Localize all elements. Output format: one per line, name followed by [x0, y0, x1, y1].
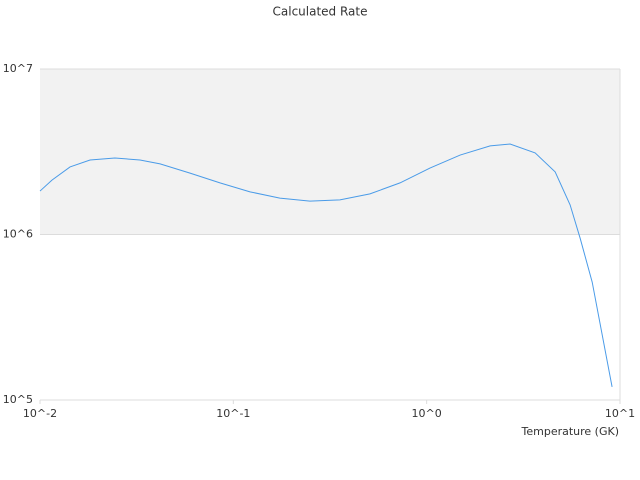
x-tick-label: 10^-1: [216, 407, 250, 420]
y-tick-label: 10^6: [3, 228, 33, 241]
y-tick-label: 10^7: [3, 62, 33, 75]
x-tick-label: 10^0: [412, 407, 442, 420]
data-line: [39, 143, 613, 387]
x-tick-label: 10^1: [605, 407, 635, 420]
y-tick-label: 10^5: [3, 393, 33, 406]
plot-band: [40, 69, 620, 235]
chart-title: Calculated Rate: [273, 5, 368, 19]
x-tick-label: 10^-2: [23, 407, 57, 420]
x-axis-label: Temperature (GK): [521, 425, 620, 438]
